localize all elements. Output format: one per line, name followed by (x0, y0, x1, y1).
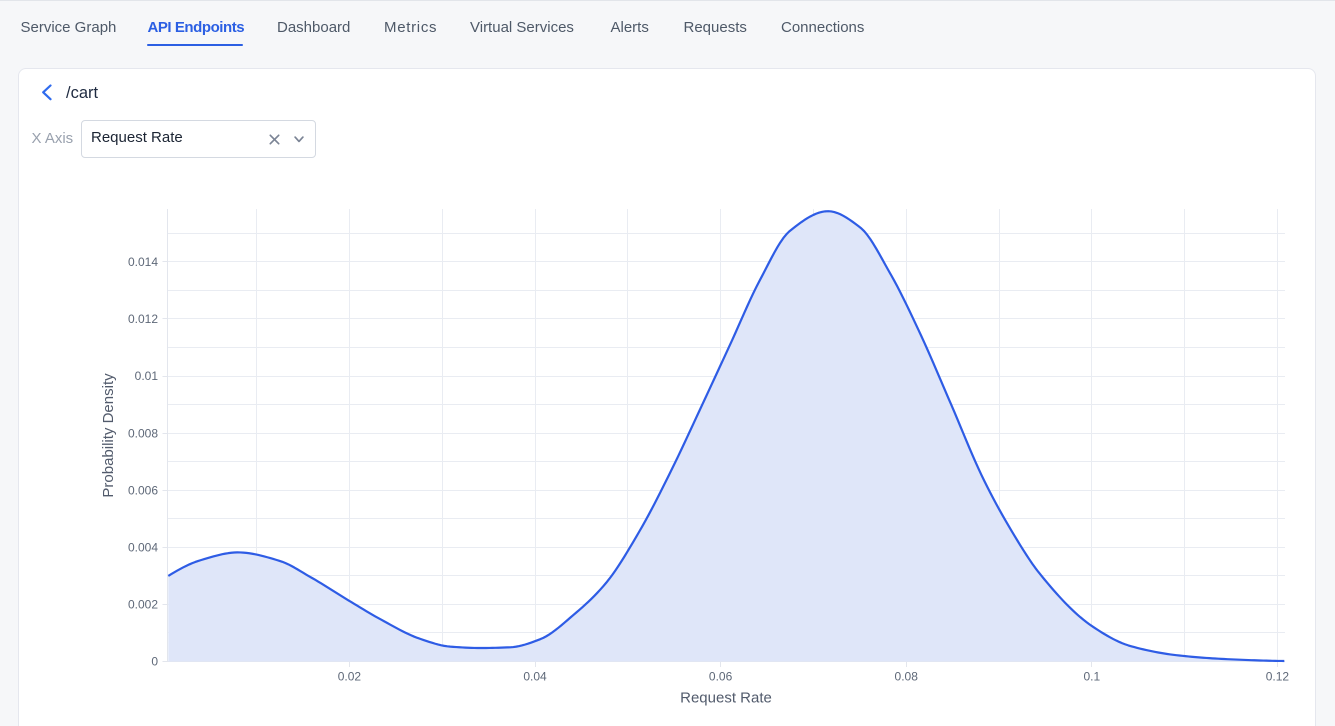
svg-text:0.008: 0.008 (128, 426, 158, 440)
svg-text:0: 0 (151, 655, 158, 669)
svg-text:0.06: 0.06 (709, 670, 733, 684)
svg-text:0.01: 0.01 (135, 369, 159, 383)
svg-text:0.1: 0.1 (1083, 670, 1100, 684)
svg-text:Probability Density: Probability Density (100, 373, 117, 498)
svg-text:0.02: 0.02 (338, 670, 362, 684)
svg-text:0.12: 0.12 (1266, 670, 1290, 684)
svg-text:0.014: 0.014 (128, 255, 158, 269)
svg-text:0.04: 0.04 (523, 670, 547, 684)
svg-text:0.002: 0.002 (128, 598, 158, 612)
svg-text:0.004: 0.004 (128, 541, 158, 555)
svg-text:0.08: 0.08 (895, 670, 919, 684)
svg-text:Request Rate: Request Rate (680, 690, 772, 707)
svg-text:0.006: 0.006 (128, 483, 158, 497)
svg-text:0.012: 0.012 (128, 312, 158, 326)
